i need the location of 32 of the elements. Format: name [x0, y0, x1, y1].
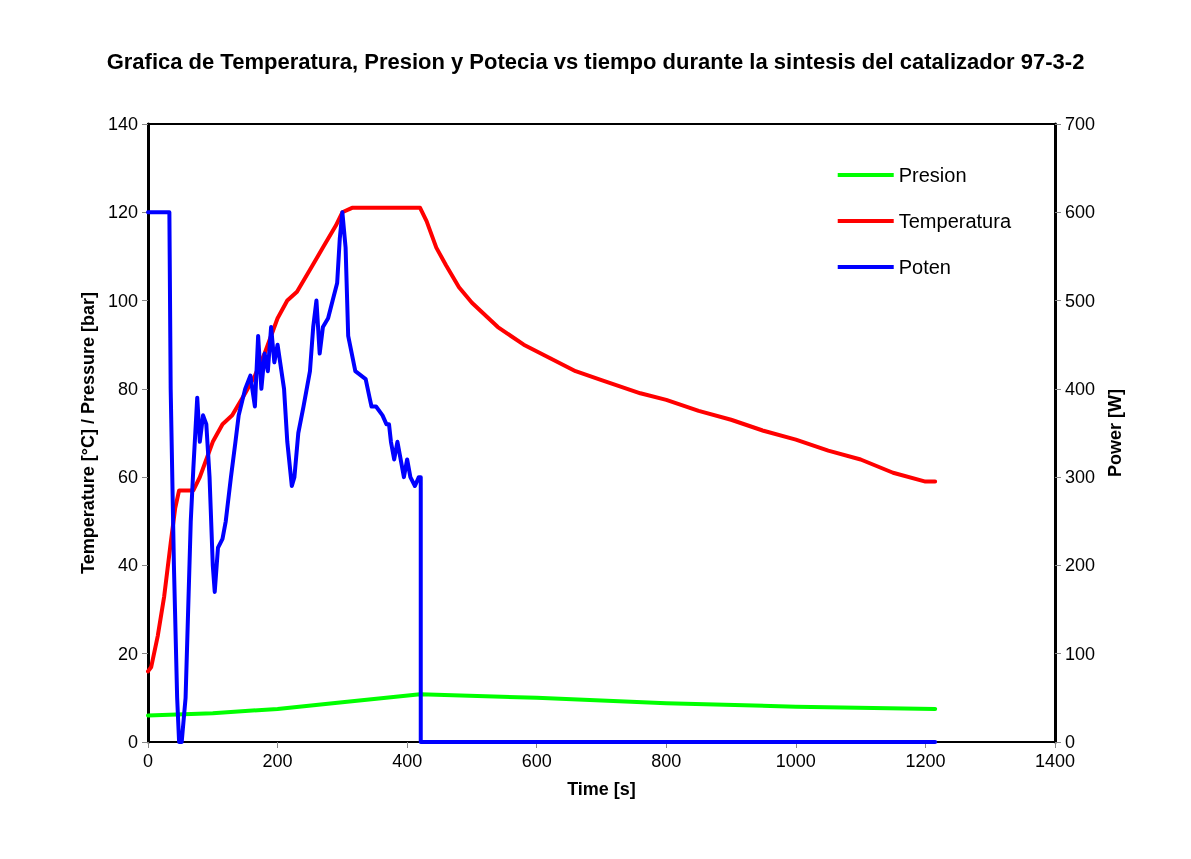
- y-tick-label: 100: [107, 290, 138, 311]
- x-tick-label: 200: [262, 751, 293, 771]
- legend-label: Presion: [898, 164, 967, 186]
- x-tick-label: 600: [521, 751, 552, 771]
- x-tick-label: 1400: [1034, 751, 1076, 771]
- y-tick-label: 20: [117, 643, 138, 664]
- y-tick-label: 0: [127, 732, 138, 752]
- y-tick-label: 80: [117, 378, 138, 399]
- y2-tick-label: 0: [1065, 732, 1076, 752]
- y2-axis-title: Power [W]: [1104, 389, 1125, 477]
- y2-tick-label: 400: [1065, 378, 1096, 399]
- x-axis-title: Time [s]: [567, 779, 636, 799]
- x-tick-label: 0: [142, 751, 154, 771]
- legend-label: Temperatura: [898, 210, 1012, 232]
- x-tick-label: 800: [651, 751, 682, 771]
- y-axis-title: Temperature [°C] / Pressure [bar]: [78, 292, 99, 574]
- x-tick-label: 1000: [775, 751, 816, 771]
- chart-title: Grafica de Temperatura, Presion y Potecia vs tiempo durante la sintesis del catalizador 97-3-2: [106, 48, 1085, 74]
- legend-label: Poten: [898, 256, 951, 278]
- y-tick-label: 120: [107, 202, 138, 223]
- y-tick-label: 140: [107, 114, 138, 134]
- y2-tick-label: 200: [1065, 555, 1096, 576]
- y2-tick-label: 100: [1065, 643, 1096, 664]
- line-series: [146, 692, 938, 718]
- y2-tick-label: 700: [1065, 114, 1096, 134]
- y2-tick-label: 500: [1065, 290, 1096, 311]
- y-tick-label: 60: [117, 467, 138, 488]
- y-tick-label: 40: [117, 555, 138, 576]
- y2-tick-label: 300: [1065, 467, 1096, 488]
- y2-tick-label: 600: [1065, 202, 1096, 223]
- x-tick-label: 400: [392, 751, 423, 771]
- x-tick-label: 1200: [905, 751, 946, 771]
